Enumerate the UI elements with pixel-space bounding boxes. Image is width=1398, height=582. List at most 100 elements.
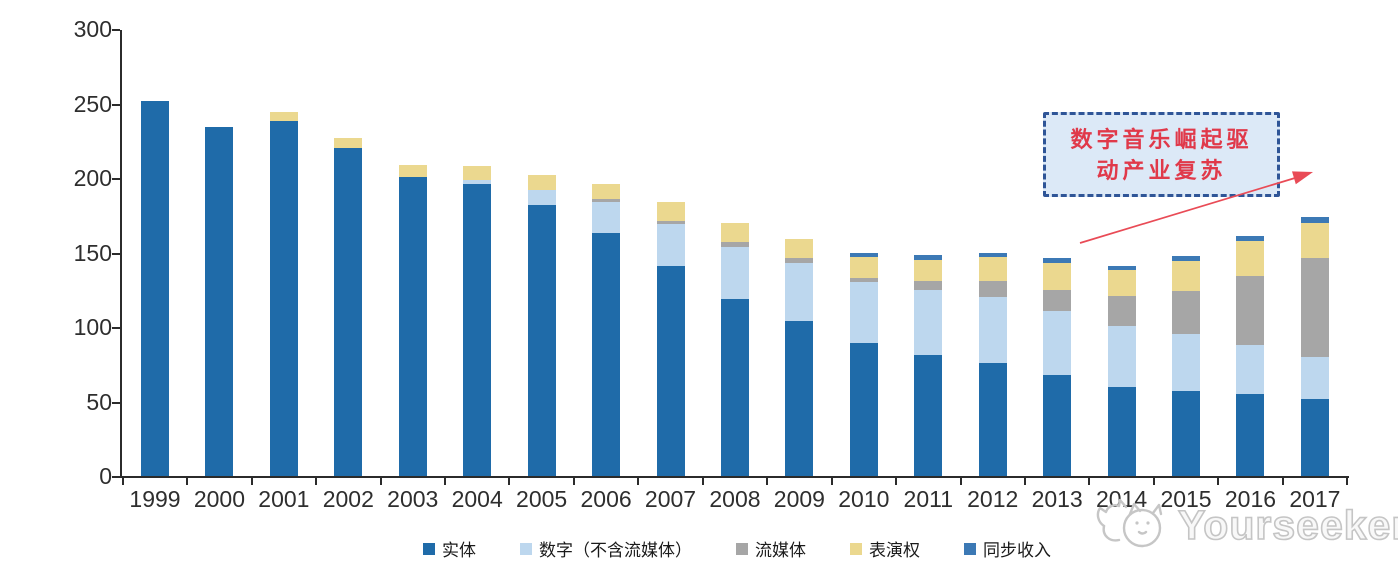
segment-physical [849, 343, 878, 476]
x-axis-tick [1088, 478, 1091, 485]
x-axis-label: 2002 [322, 486, 374, 512]
x-axis-label: 2011 [903, 486, 953, 512]
segment-digital [1236, 344, 1265, 395]
x-axis-tick [701, 478, 704, 485]
segment-performance [1172, 261, 1201, 292]
bar-2004 [463, 166, 492, 476]
segment-digital [720, 246, 749, 299]
x-axis-tick [637, 478, 640, 485]
x-axis-tick [1152, 478, 1155, 485]
segment-sync [849, 252, 878, 257]
segment-digital [914, 289, 943, 356]
segment-physical [785, 321, 814, 476]
y-axis-label: 0 [99, 463, 112, 489]
segment-performance [1236, 240, 1265, 277]
segment-digital [1300, 356, 1329, 399]
y-axis-tick [112, 178, 120, 180]
segment-streaming [1043, 289, 1072, 311]
segment-physical [269, 121, 298, 476]
x-axis-tick [1023, 478, 1026, 485]
segment-sync [1043, 258, 1072, 263]
segment-physical [914, 355, 943, 476]
x-axis-tick [379, 478, 382, 485]
segment-digital [656, 224, 685, 266]
segment-physical [398, 176, 427, 476]
x-axis-label: 2008 [709, 486, 761, 512]
bar-2015 [1172, 255, 1201, 476]
segment-streaming [978, 280, 1007, 298]
segment-digital [1172, 334, 1201, 392]
segment-physical [141, 100, 169, 476]
segment-streaming [914, 280, 943, 290]
segment-performance [1043, 262, 1072, 290]
x-axis-label: 2016 [1224, 486, 1277, 512]
segment-physical [1172, 391, 1201, 476]
bar-2017 [1300, 216, 1329, 476]
bar-2010 [849, 252, 878, 476]
segment-streaming [592, 198, 621, 202]
annotation-line-2: 动产业复苏 [1096, 157, 1227, 183]
y-axis-label: 50 [86, 388, 112, 415]
watermark-label: Yourseeker [1177, 501, 1398, 549]
plot-area: 0 50 100 150 200 250 300 1999 2000 2001 2002 2003 20… [74, 18, 1352, 512]
x-axis-label: 2015 [1160, 486, 1212, 512]
segment-physical [978, 362, 1007, 476]
segment-digital [527, 189, 556, 205]
segment-performance [849, 256, 878, 278]
x-axis-label: 2006 [580, 486, 632, 512]
segment-performance [978, 256, 1007, 281]
legend-item-streaming: 流媒体 [736, 536, 806, 561]
bar-2005 [527, 175, 556, 476]
bar-2000 [205, 127, 234, 476]
y-axis-tick [112, 29, 120, 31]
x-axis-label: 2003 [387, 486, 439, 512]
segment-digital [1107, 325, 1136, 387]
x-axis-tick [959, 478, 962, 485]
x-axis-label: 2009 [773, 486, 825, 512]
bar-2008 [720, 222, 749, 476]
y-axis-tick [112, 327, 120, 329]
segment-physical [527, 204, 556, 476]
legend-swatch-sync [964, 542, 976, 555]
bar-2001 [269, 112, 298, 476]
y-axis-label: 250 [73, 90, 112, 117]
legend-label-digital: 数字（不含流媒体） [539, 541, 692, 560]
segment-streaming [785, 258, 814, 263]
segment-physical [720, 298, 749, 476]
legend-label-streaming: 流媒体 [755, 541, 806, 560]
segment-streaming [720, 242, 749, 247]
bar-2009 [785, 239, 814, 476]
segment-physical [1300, 398, 1329, 476]
y-axis-line [120, 30, 122, 478]
y-axis-label: 300 [73, 16, 112, 42]
bar-1999 [141, 100, 169, 476]
y-axis-tick [112, 103, 120, 106]
bar-2006 [592, 183, 621, 476]
segment-physical [1107, 386, 1136, 476]
legend-item-performance: 表演权 [850, 536, 920, 561]
segment-digital [978, 297, 1007, 363]
bar-2007 [656, 201, 685, 476]
segment-performance [785, 239, 814, 259]
segment-performance [463, 166, 492, 180]
x-axis-label: 2013 [1031, 486, 1083, 512]
segment-sync [1107, 265, 1136, 271]
legend-label-physical: 实体 [442, 541, 476, 560]
segment-physical [656, 265, 685, 476]
segment-streaming [1300, 258, 1329, 357]
x-axis-tick [444, 478, 446, 485]
segment-performance [720, 222, 749, 243]
segment-performance [656, 201, 685, 222]
segment-sync [978, 252, 1007, 257]
legend-label-performance: 表演权 [869, 541, 920, 560]
segment-performance [269, 112, 298, 122]
segment-physical [205, 127, 234, 476]
x-axis-label: 2000 [193, 486, 246, 512]
legend-item-sync: 同步收入 [964, 536, 1051, 561]
segment-streaming [1172, 291, 1201, 335]
y-axis-label: 200 [73, 165, 112, 191]
segment-physical [463, 183, 492, 476]
x-axis-label: 1999 [129, 486, 181, 512]
x-axis-label: 2017 [1289, 486, 1341, 512]
